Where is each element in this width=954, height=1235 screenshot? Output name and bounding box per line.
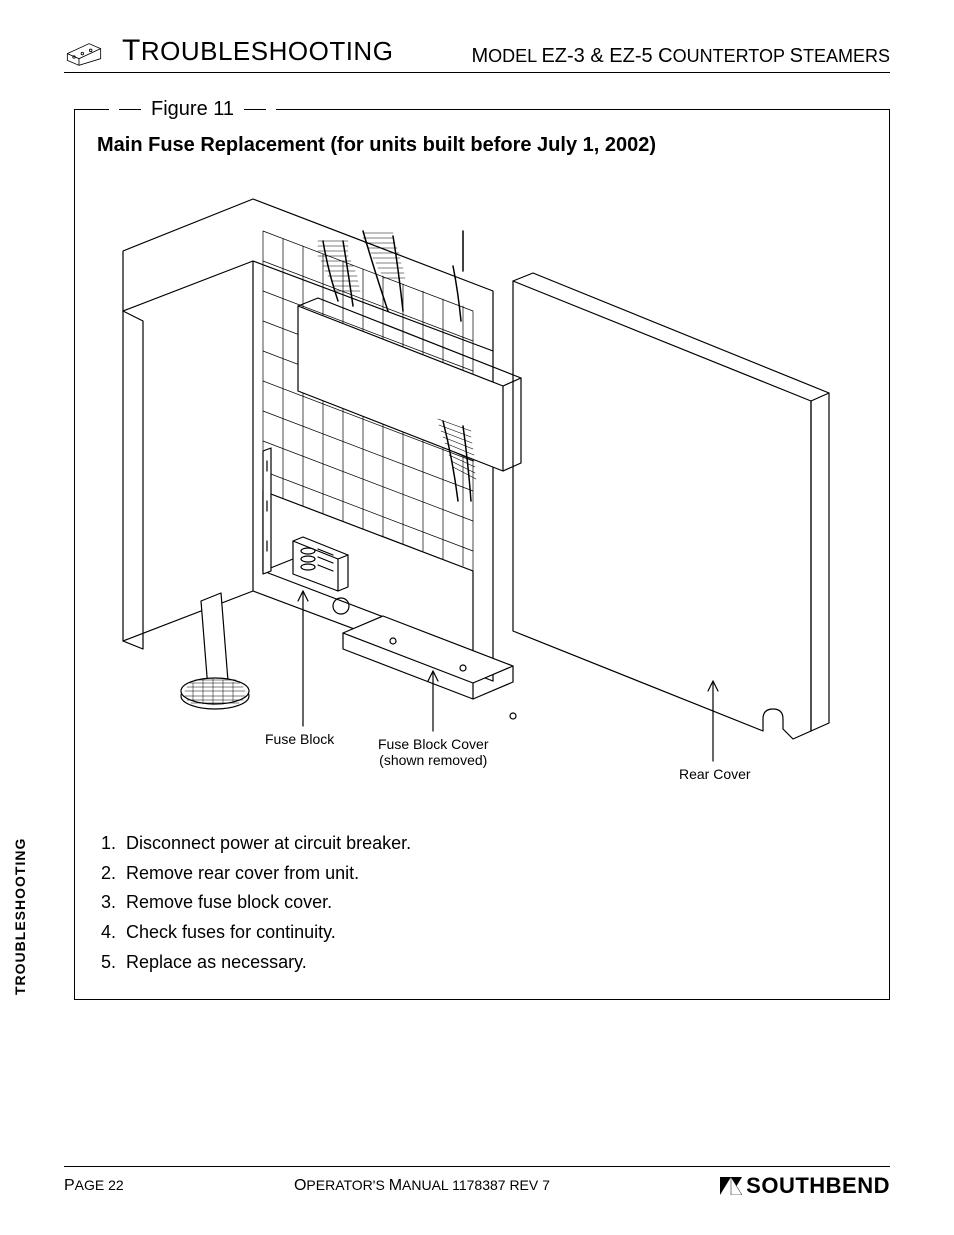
list-item: 2. Remove rear cover from unit. [101, 859, 871, 889]
callout-rear-cover: Rear Cover [679, 766, 751, 782]
step-text: Remove fuse block cover. [126, 892, 332, 912]
steps-list: 1. Disconnect power at circuit breaker. … [101, 829, 871, 977]
model-title: MODEL EZ-3 & EZ-5 COUNTERTOP STEAMERS [471, 45, 890, 68]
list-item: 5. Replace as necessary. [101, 948, 871, 978]
brand-text: SOUTHBEND [746, 1173, 890, 1199]
step-text: Replace as necessary. [126, 952, 307, 972]
page-number: PAGE 22 [64, 1177, 124, 1195]
diagram-area: Fuse Block Fuse Block Cover (shown remov… [93, 171, 871, 811]
brand-logo: SOUTHBEND [720, 1173, 890, 1199]
section-title: TROUBLESHOOTING [122, 34, 393, 68]
manual-ref: OPERATOR'S MANUAL 1178387 REV 7 [294, 1177, 550, 1195]
section-title-first-letter: T [122, 34, 141, 67]
technical-diagram [93, 171, 871, 811]
callout-fuse-block-cover-l1: Fuse Block Cover [378, 736, 488, 752]
figure-label: Figure 11 [151, 98, 234, 121]
steamer-icon [64, 36, 104, 68]
figure-label-line [119, 109, 141, 110]
step-text: Disconnect power at circuit breaker. [126, 833, 411, 853]
callout-fuse-block-cover: Fuse Block Cover (shown removed) [378, 736, 488, 768]
section-title-rest: ROUBLESHOOTING [141, 36, 394, 66]
step-text: Check fuses for continuity. [126, 922, 336, 942]
side-tab: TROUBLESHOOTING [12, 838, 28, 995]
page-header: TROUBLESHOOTING MODEL EZ-3 & EZ-5 COUNTE… [64, 34, 890, 73]
list-item: 1. Disconnect power at circuit breaker. [101, 829, 871, 859]
callout-fuse-block-cover-l2: (shown removed) [379, 752, 487, 768]
figure-label-wrap: Figure 11 [109, 98, 276, 121]
list-item: 3. Remove fuse block cover. [101, 888, 871, 918]
callout-fuse-block: Fuse Block [265, 731, 334, 747]
list-item: 4. Check fuses for continuity. [101, 918, 871, 948]
figure-title: Main Fuse Replacement (for units built b… [97, 134, 871, 157]
step-text: Remove rear cover from unit. [126, 863, 359, 883]
figure-frame: Figure 11 Main Fuse Replacement (for uni… [74, 109, 890, 1000]
header-left: TROUBLESHOOTING [64, 34, 393, 68]
brand-icon [720, 1177, 742, 1195]
page-footer: PAGE 22 OPERATOR'S MANUAL 1178387 REV 7 … [64, 1166, 890, 1199]
figure-label-line [244, 109, 266, 110]
